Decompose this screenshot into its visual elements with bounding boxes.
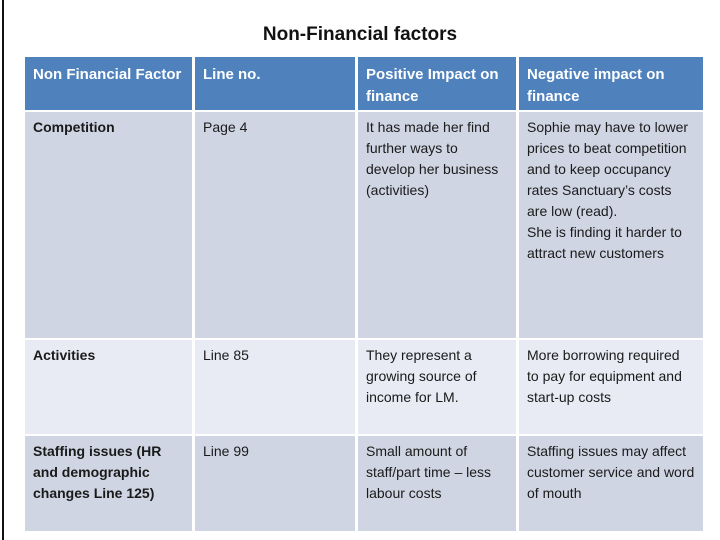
cell-line: Page 4 [195,112,355,338]
cell-negative: Sophie may have to lower prices to beat … [519,112,703,338]
header-cell-negative: Negative impact on finance [519,57,703,110]
cell-factor: Staffing issues (HR and demographic chan… [25,436,192,531]
page-title: Non-Financial factors [262,24,458,45]
header-cell-line: Line no. [195,57,355,110]
cell-negative: Staffing issues may affect customer serv… [519,436,703,531]
factors-table: Non Financial Factor Line no. Positive I… [25,57,703,531]
header-cell-factor: Non Financial Factor [25,57,192,110]
cell-line: Line 99 [195,436,355,531]
cell-positive: It has made her find further ways to dev… [358,112,516,338]
cell-negative: More borrowing required to pay for equip… [519,340,703,434]
header-cell-positive: Positive Impact on finance [358,57,516,110]
slide-edge-line [2,0,4,540]
cell-factor: Activities [25,340,192,434]
cell-positive: Small amount of staff/part time – less l… [358,436,516,531]
cell-line: Line 85 [195,340,355,434]
cell-positive: They represent a growing source of incom… [358,340,516,434]
cell-factor: Competition [25,112,192,338]
